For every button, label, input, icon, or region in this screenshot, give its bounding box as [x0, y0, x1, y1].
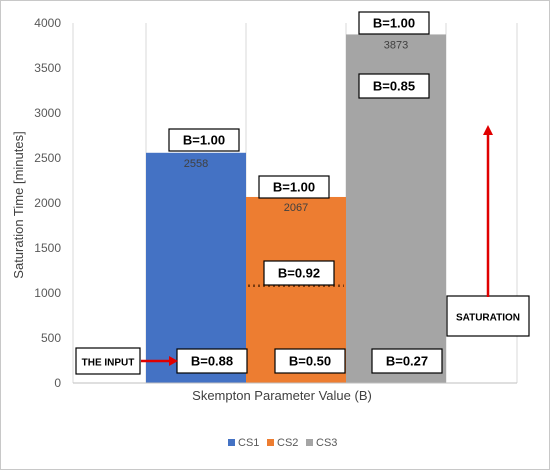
annotation-cs2-mid-text: B=0.92: [278, 266, 320, 281]
data-label-cs2: 2067: [284, 202, 308, 214]
annotation-saturation-text: SATURATION: [456, 313, 520, 324]
y-tick-label: 2500: [34, 151, 61, 165]
annotation-input-box: [75, 347, 141, 375]
annotation-cs1-bottom: B=0.88: [176, 348, 248, 374]
annotation-cs2-top-text: B=1.00: [273, 180, 315, 195]
y-tick-label: 0: [54, 376, 61, 390]
y-tick-label: 2000: [34, 196, 61, 210]
bar-cs1: [146, 152, 246, 383]
annotation-cs1-top-text: B=1.00: [183, 133, 225, 148]
annotation-input-text: THE INPUT: [82, 358, 135, 369]
axes: 0 500 1000 1500 2000 2500 3000 3500 4000: [34, 16, 517, 390]
y-tick-label: 500: [41, 331, 61, 345]
annotation-cs2-top: B=1.00: [258, 175, 330, 199]
y-tick-label: 3500: [34, 61, 61, 75]
legend-swatch-cs1: [228, 439, 235, 446]
annotations: B=1.00 B=1.00 B=1.00 B=0.85 B=0.92 B=0.88 B=0.…: [75, 11, 530, 375]
data-label-cs3: 3873: [384, 39, 408, 51]
annotation-cs2-bottom: B=0.50: [274, 348, 346, 374]
y-tick-label: 1000: [34, 286, 61, 300]
annotation-cs3-mid: B=0.85: [358, 73, 430, 99]
annotation-cs2-top-box: [258, 175, 330, 199]
x-axis-title: Skempton Parameter Value (B): [192, 388, 372, 403]
y-axis-title: Saturation Time [minutes]: [11, 131, 26, 278]
data-label-cs1: 2558: [184, 158, 208, 170]
annotation-cs3-bottom-box: [371, 348, 443, 374]
saturation-arrow-head: [483, 125, 493, 135]
annotation-cs3-bottom-text: B=0.27: [386, 354, 428, 369]
annotation-cs3-mid-box: [358, 73, 430, 99]
annotation-cs2-bottom-box: [274, 348, 346, 374]
legend-label-cs1: CS1: [238, 437, 259, 449]
y-tick-label: 1500: [34, 241, 61, 255]
annotation-cs1-top: B=1.00: [168, 128, 240, 152]
annotation-cs2-mid: B=0.92: [263, 260, 335, 286]
legend-label-cs3: CS3: [316, 437, 337, 449]
legend-swatch-cs3: [306, 439, 313, 446]
annotation-cs1-top-box: [168, 128, 240, 152]
annotation-input: THE INPUT: [75, 347, 141, 375]
legend-swatch-cs2: [267, 439, 274, 446]
annotation-saturation: SATURATION: [446, 295, 530, 337]
annotation-cs3-bottom: B=0.27: [371, 348, 443, 374]
annotation-cs2-mid-box: [263, 260, 335, 286]
annotation-cs3-mid-text: B=0.85: [373, 79, 415, 94]
y-tick-label: 4000: [34, 16, 61, 30]
annotation-saturation-box: [446, 295, 530, 337]
input-arrow-head: [169, 356, 178, 366]
y-tick-label: 3000: [34, 106, 61, 120]
annotation-cs1-bottom-text: B=0.88: [191, 354, 233, 369]
annotation-cs3-top-text: B=1.00: [373, 16, 415, 31]
legend: CS1 CS2 CS3: [228, 437, 337, 449]
annotation-cs2-bottom-text: B=0.50: [289, 354, 331, 369]
annotation-cs3-top-box: [358, 11, 430, 35]
legend-label-cs2: CS2: [277, 437, 298, 449]
annotation-cs1-bottom-box: [176, 348, 248, 374]
annotation-cs3-top: B=1.00: [358, 11, 430, 35]
